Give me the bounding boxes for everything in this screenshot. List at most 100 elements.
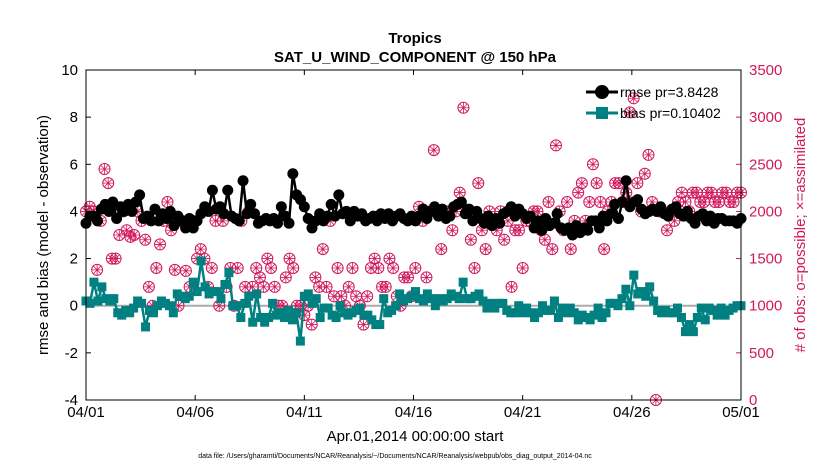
obs-count-star [361, 290, 373, 302]
obs-count-star [113, 229, 125, 241]
data-file-footnote: data file: /Users/gharamti/Documents/NCA… [198, 453, 592, 460]
x-tick-label: 04/11 [286, 404, 322, 421]
obs-count-star [261, 253, 273, 265]
bias-point [720, 310, 730, 320]
obs-count-star [572, 187, 584, 199]
obs-count-star [165, 224, 177, 236]
bias-point [688, 327, 698, 337]
obs-count-star [676, 187, 688, 199]
y-right-tick-label: 3500 [749, 62, 782, 79]
obs-count-star [210, 215, 222, 227]
bias-point [637, 287, 647, 297]
obs-count-star [195, 243, 207, 255]
obs-count-star [99, 163, 111, 175]
obs-count-star [613, 177, 625, 189]
bias-point [407, 291, 417, 301]
bias-point [216, 294, 226, 304]
bias-point [331, 313, 341, 322]
obs-count-star [358, 319, 370, 331]
bias-point [522, 303, 532, 313]
obs-count-star [154, 238, 166, 250]
y-right-tick-label: 1000 [749, 298, 782, 315]
obs-count-star [128, 229, 140, 241]
obs-count-star [583, 196, 595, 208]
bias-point [276, 308, 286, 318]
bias-point [676, 313, 686, 322]
rmse-point [340, 205, 352, 217]
obs-count-star [239, 281, 251, 293]
obs-count-star [631, 177, 643, 189]
bias-point [244, 291, 254, 301]
chart-title: Tropics [388, 30, 441, 47]
bias-point [553, 313, 563, 322]
bias-point [474, 289, 484, 299]
obs-count-star [395, 300, 407, 312]
bias-point [538, 301, 548, 311]
obs-count-star [409, 262, 421, 274]
bias-point [454, 294, 464, 304]
rmse-point [275, 201, 287, 213]
rmse-point [455, 196, 467, 208]
obs-count-star [646, 196, 658, 208]
obs-count-star [269, 281, 281, 293]
bias-point [335, 301, 345, 311]
rmse-point [582, 224, 594, 236]
obs-count-star [224, 262, 236, 274]
bias-point [498, 298, 508, 308]
bias-point [712, 310, 722, 320]
rmse-point [551, 208, 563, 220]
rmse-point [180, 222, 192, 234]
y-axis-label: rmse and bias (model - observation) [35, 115, 52, 355]
obs-count-star [91, 264, 103, 276]
bias-point [510, 308, 520, 318]
obs-count-star [121, 224, 133, 236]
obs-count-star [324, 215, 336, 227]
obs-count-star [265, 262, 277, 274]
bias-point [188, 277, 198, 287]
obs-count-star [383, 253, 395, 265]
bias-point [422, 289, 432, 299]
obs-count-star [150, 262, 162, 274]
bias-point [426, 294, 436, 304]
rmse-point [206, 184, 218, 196]
obs-count-star [705, 187, 717, 199]
bias-point [279, 313, 289, 322]
obs-count-star [517, 262, 529, 274]
bias-point [141, 322, 151, 332]
bias-point [168, 308, 178, 318]
obs-count-star [539, 234, 551, 246]
obs-count-star [728, 196, 740, 208]
bias-point [220, 280, 230, 289]
obs-count-star [143, 281, 155, 293]
bias-point [530, 313, 540, 322]
bias-point [585, 315, 595, 325]
bias-point [85, 298, 95, 308]
obs-count-star [668, 215, 680, 227]
rmse-point [91, 215, 103, 227]
obs-count-star [250, 262, 262, 274]
rmse-point [145, 215, 157, 227]
bias-point [315, 313, 325, 322]
bias-point [363, 310, 373, 320]
obs-count-star [472, 177, 484, 189]
bias-point [323, 303, 333, 313]
bias-point [164, 301, 174, 311]
bias-point [716, 303, 726, 313]
bias-point [625, 301, 635, 311]
obs-count-star [317, 243, 329, 255]
y-right-tick-label: 2000 [749, 203, 782, 220]
bias-point [442, 294, 452, 304]
bias-point [700, 315, 710, 325]
bias-point [264, 313, 274, 322]
bias-point [248, 317, 258, 327]
rmse-series [80, 168, 747, 241]
rmse-point [237, 175, 249, 187]
obs-count-star [387, 262, 399, 274]
obs-count-star [513, 224, 525, 236]
obs-count-star [561, 196, 573, 208]
x-tick-label: 04/16 [395, 404, 433, 421]
rmse-point [494, 217, 506, 229]
rmse-point [612, 213, 624, 224]
obs-count-star [698, 196, 710, 208]
obs-count-star [498, 234, 510, 246]
